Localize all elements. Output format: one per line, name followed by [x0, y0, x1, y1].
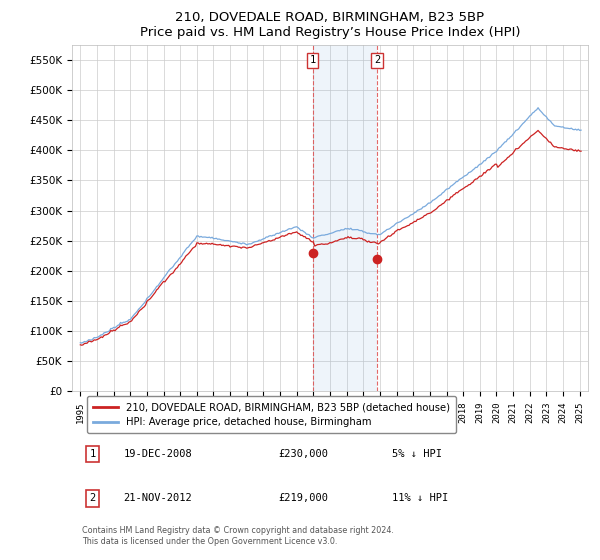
Text: 19-DEC-2008: 19-DEC-2008 [124, 449, 193, 459]
Text: £219,000: £219,000 [278, 493, 328, 503]
Text: 2: 2 [374, 55, 380, 65]
Text: 21-NOV-2012: 21-NOV-2012 [124, 493, 193, 503]
Bar [313, 45, 377, 391]
Text: 1: 1 [310, 55, 316, 65]
Text: 1: 1 [89, 449, 96, 459]
Text: £230,000: £230,000 [278, 449, 328, 459]
Legend: 210, DOVEDALE ROAD, BIRMINGHAM, B23 5BP (detached house), HPI: Average price, de: 210, DOVEDALE ROAD, BIRMINGHAM, B23 5BP … [88, 396, 457, 433]
Text: 2: 2 [89, 493, 96, 503]
Text: Contains HM Land Registry data © Crown copyright and database right 2024.
This d: Contains HM Land Registry data © Crown c… [82, 526, 394, 545]
Title: 210, DOVEDALE ROAD, BIRMINGHAM, B23 5BP
Price paid vs. HM Land Registry’s House : 210, DOVEDALE ROAD, BIRMINGHAM, B23 5BP … [140, 11, 520, 39]
Text: 5% ↓ HPI: 5% ↓ HPI [392, 449, 442, 459]
Text: 11% ↓ HPI: 11% ↓ HPI [392, 493, 448, 503]
